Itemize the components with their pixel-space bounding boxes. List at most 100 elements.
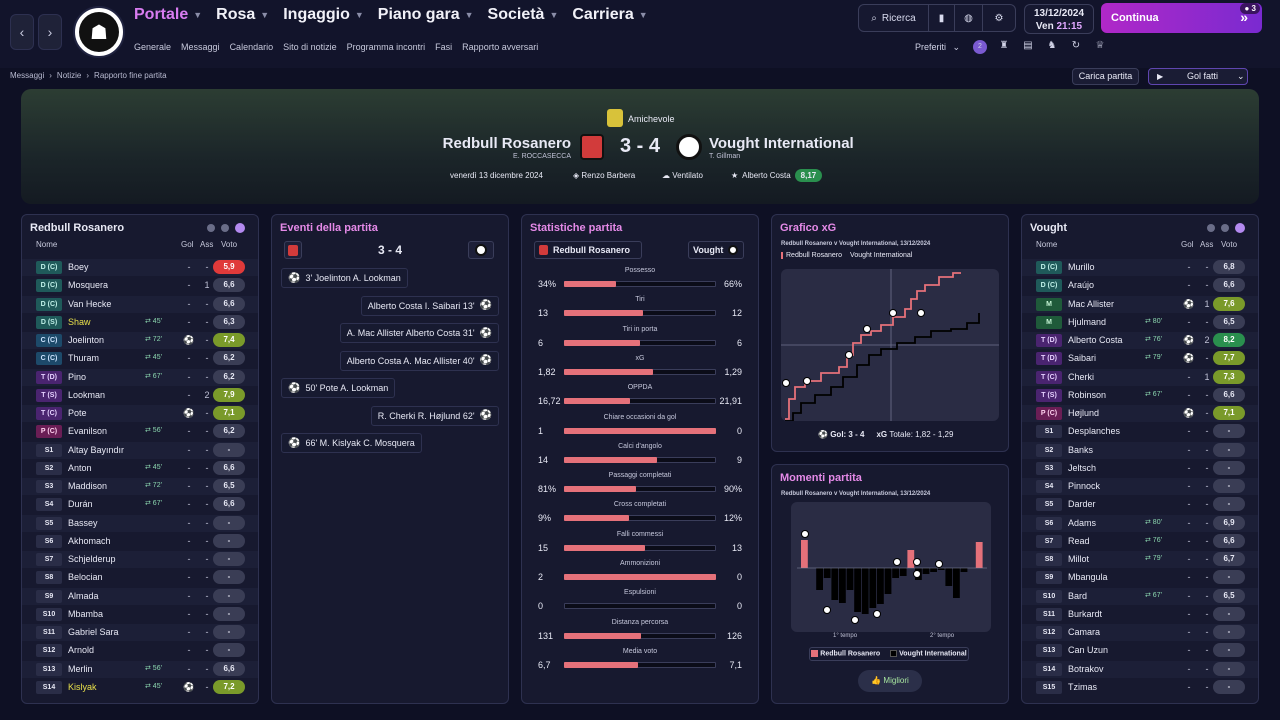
player-row[interactable]: S2 Anton ⇄ 45' - -6,6 [22, 460, 258, 477]
migliori-button[interactable]: 👍 Migliori [858, 670, 922, 692]
match-event[interactable]: ⚽ 50' Pote A. Lookman [281, 378, 396, 398]
player-row[interactable]: D (C) Murillo - -6,8 [1022, 259, 1258, 276]
nav-portale[interactable]: Portale ▼ [134, 6, 203, 23]
player-row[interactable]: S14 Botrakov - - - [1022, 660, 1258, 678]
bookmark-button[interactable]: ▮ [929, 5, 955, 31]
forward-button[interactable]: › [38, 14, 62, 50]
goal-marker[interactable] [873, 610, 881, 618]
player-row[interactable]: D (C) Mosquera - 1 6,6 [22, 277, 258, 294]
preferiti-dropdown[interactable]: Preferiti ⌄ [915, 42, 961, 52]
back-button[interactable]: ‹ [10, 14, 34, 50]
goal-marker[interactable] [913, 558, 921, 566]
goal-marker[interactable] [845, 351, 853, 359]
nav-societa[interactable]: Società ▼ [487, 6, 559, 23]
player-row[interactable]: S4 Durán ⇄ 67' - -6,6 [22, 496, 258, 513]
player-row[interactable]: S5 Darder - - - [1022, 496, 1258, 513]
dot-icon[interactable] [221, 224, 229, 232]
goal-marker[interactable] [823, 606, 831, 614]
player-row[interactable]: S7 Schjelderup - - - [22, 551, 258, 568]
dot-icon[interactable] [1207, 224, 1215, 232]
subnav-fasi[interactable]: Fasi [435, 42, 453, 52]
dot-icon[interactable] [207, 224, 215, 232]
player-row[interactable]: S10 Bard ⇄ 67' - -6,5 [1022, 587, 1258, 605]
nav-rosa[interactable]: Rosa ▼ [216, 6, 270, 23]
player-row[interactable]: S4 Pinnock - - - [1022, 478, 1258, 495]
player-row[interactable]: S7 Read ⇄ 76' - -6,6 [1022, 533, 1258, 550]
xg-tab-away[interactable]: Vought International [850, 252, 913, 259]
dot-icon[interactable] [1235, 223, 1245, 233]
player-row[interactable]: D (C) Boey - -5,9 [22, 259, 258, 276]
game-date[interactable]: 13/12/2024 Ven 21:15 [1024, 4, 1094, 34]
player-row[interactable]: S5 Bassey - - - [22, 514, 258, 532]
subnav-programma[interactable]: Programma incontri [346, 42, 426, 52]
goals-dropdown[interactable]: ▶ Gol fatti ⌄ [1148, 68, 1248, 85]
shirt-icon[interactable]: ♜ [999, 40, 1009, 51]
player-row[interactable]: P (C) Højlund ⚽ -7,1 [1022, 405, 1258, 422]
nav-piano-gara[interactable]: Piano gara ▼ [377, 6, 474, 23]
player-row[interactable]: S11 Burkardt - - - [1022, 606, 1258, 623]
match-event[interactable]: Alberto Costa A. Mac Allister 40' ⚽ [339, 350, 499, 371]
match-event[interactable]: ⚽ 66' M. Kislyak C. Mosquera [281, 433, 422, 453]
player-row[interactable]: D (C) Araújo - -6,6 [1022, 277, 1258, 294]
player-row[interactable]: T (C) Pote ⚽ -7,1 [22, 405, 258, 422]
player-row[interactable]: S2 Banks - - - [1022, 441, 1258, 459]
home-team-name[interactable]: Redbull Rosanero [442, 135, 571, 152]
away-team-name[interactable]: Vought International [709, 135, 854, 152]
continue-button[interactable]: Continua » ● 3 [1101, 3, 1262, 33]
match-event[interactable]: A. Mac Allister Alberto Costa 31' ⚽ [339, 323, 499, 343]
dot-icon[interactable] [1221, 224, 1229, 232]
goal-marker[interactable] [893, 558, 901, 566]
goal-marker[interactable] [935, 560, 943, 568]
inbox-icon[interactable]: 2 [973, 40, 987, 54]
player-row[interactable]: T (D) Saibari ⇄ 79' ⚽ -7,7 [1022, 350, 1258, 367]
player-row[interactable]: S3 Maddison ⇄ 72' - -6,5 [22, 478, 258, 495]
goal-marker[interactable] [889, 309, 897, 317]
goal-marker[interactable] [851, 616, 859, 624]
player-row[interactable]: S1 Desplanches - - - [1022, 423, 1258, 440]
player-row[interactable]: S14 Kislyak ⇄ 45' ⚽ -7,2 [22, 679, 258, 696]
player-row[interactable]: T (D) Pino ⇄ 67' - -6,2 [22, 368, 258, 386]
player-row[interactable]: S9 Mbangula - - - [1022, 569, 1258, 586]
subnav-calendario[interactable]: Calendario [229, 42, 274, 52]
nav-ingaggio[interactable]: Ingaggio ▼ [283, 6, 364, 23]
match-event[interactable]: R. Cherki R. Højlund 62' ⚽ [370, 405, 499, 426]
player-row[interactable]: D (C) Van Hecke - -6,6 [22, 295, 258, 313]
dot-icon[interactable] [235, 223, 245, 233]
settings-button[interactable]: ⚙ [983, 5, 1015, 31]
player-row[interactable]: S13 Can Uzun - - - [1022, 642, 1258, 659]
goal-marker[interactable] [913, 570, 921, 578]
tactics-icon[interactable]: ♞ [1047, 40, 1057, 51]
player-row[interactable]: S8 Millot ⇄ 79' - -6,7 [1022, 551, 1258, 568]
player-row[interactable]: T (C) Cherki - 1 7,3 [1022, 368, 1258, 386]
player-row[interactable]: P (C) Evanilson ⇄ 56' - -6,2 [22, 423, 258, 440]
player-row[interactable]: S6 Akhomach - - - [22, 533, 258, 550]
player-row[interactable]: S15 Tzimas - - - [1022, 679, 1258, 696]
club-logo[interactable]: ☗ [73, 6, 125, 58]
player-row[interactable]: M Hjulmand ⇄ 80' - -6,5 [1022, 314, 1258, 331]
match-event[interactable]: Alberto Costa I. Saibari 13' ⚽ [360, 295, 499, 316]
player-row[interactable]: T (D) Alberto Costa ⇄ 76' ⚽ 2 8,2 [1022, 332, 1258, 349]
subnav-generale[interactable]: Generale [134, 42, 172, 52]
player-row[interactable]: M Mac Allister ⚽ 1 7,6 [1022, 295, 1258, 313]
player-row[interactable]: S3 Jeltsch - - - [1022, 460, 1258, 477]
goal-marker[interactable] [782, 379, 790, 387]
search-button[interactable]: ⌕ Ricerca [859, 5, 929, 31]
crumb-notizie[interactable]: Notizie [56, 71, 82, 80]
player-row[interactable]: D (S) Shaw ⇄ 45' - -6,3 [22, 314, 258, 331]
xg-tab-home[interactable]: Redbull Rosanero [781, 252, 842, 259]
player-row[interactable]: C (C) Joelinton ⇄ 72' ⚽ -7,4 [22, 332, 258, 349]
subnav-sito-notizie[interactable]: Sito di notizie [283, 42, 337, 52]
player-row[interactable]: S12 Camara - - - [1022, 624, 1258, 641]
crumb-messaggi[interactable]: Messaggi [10, 71, 45, 80]
subnav-messaggi[interactable]: Messaggi [181, 42, 220, 52]
player-of-match[interactable]: ★ Alberto Costa 8,17 [731, 169, 823, 182]
player-row[interactable]: T (S) Lookman - 2 7,9 [22, 387, 258, 404]
match-event[interactable]: ⚽ 3' Joelinton A. Lookman [281, 268, 408, 288]
goal-marker[interactable] [803, 377, 811, 385]
trophy-icon[interactable]: ♕ [1095, 40, 1105, 51]
nav-carriera[interactable]: Carriera ▼ [572, 6, 648, 23]
player-row[interactable]: S1 Altay Bayındır - - - [22, 441, 258, 459]
player-row[interactable]: S11 Gabriel Sara - - - [22, 624, 258, 641]
player-row[interactable]: S9 Almada - - - [22, 587, 258, 605]
goal-marker[interactable] [801, 530, 809, 538]
